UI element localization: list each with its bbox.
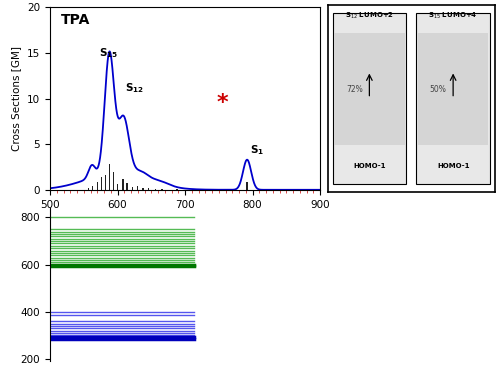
Bar [88, 188, 89, 190]
Text: HOMO-1: HOMO-1 [437, 162, 470, 169]
Bar [96, 182, 98, 190]
Text: S$_{12}$ LUMO+2: S$_{12}$ LUMO+2 [345, 11, 394, 21]
Bar [117, 184, 118, 190]
Text: $\mathbf{S_{15}}$: $\mathbf{S_{15}}$ [99, 46, 118, 60]
Bar [154, 189, 156, 190]
Text: *: * [216, 93, 228, 113]
Bar [126, 184, 128, 190]
Text: HOMO-1: HOMO-1 [353, 162, 386, 169]
Bar [100, 177, 102, 190]
Text: $\mathbf{S_{12}}$: $\mathbf{S_{12}}$ [125, 81, 144, 95]
FancyBboxPatch shape [332, 13, 406, 184]
Bar [104, 175, 106, 190]
Bar [108, 164, 110, 190]
Y-axis label: Cross Sections [GM]: Cross Sections [GM] [12, 46, 22, 151]
Bar [132, 187, 133, 190]
Bar [137, 186, 138, 190]
Bar [162, 189, 163, 190]
Text: 50%: 50% [430, 85, 446, 94]
Text: S$_{15}$ LUMO+4: S$_{15}$ LUMO+4 [428, 11, 478, 21]
Bar [246, 182, 248, 190]
Text: TPA: TPA [61, 13, 90, 27]
Bar [176, 189, 178, 190]
Bar [148, 188, 150, 190]
Bar [142, 188, 144, 190]
FancyBboxPatch shape [334, 34, 404, 145]
Text: 72%: 72% [346, 85, 362, 94]
Text: $\mathbf{S_{1}}$: $\mathbf{S_{1}}$ [250, 143, 264, 157]
FancyBboxPatch shape [418, 34, 488, 145]
Bar [92, 186, 94, 190]
Bar [122, 179, 124, 190]
Bar [112, 172, 114, 190]
FancyBboxPatch shape [416, 13, 490, 184]
X-axis label: Wavelength (nm): Wavelength (nm) [128, 215, 242, 228]
